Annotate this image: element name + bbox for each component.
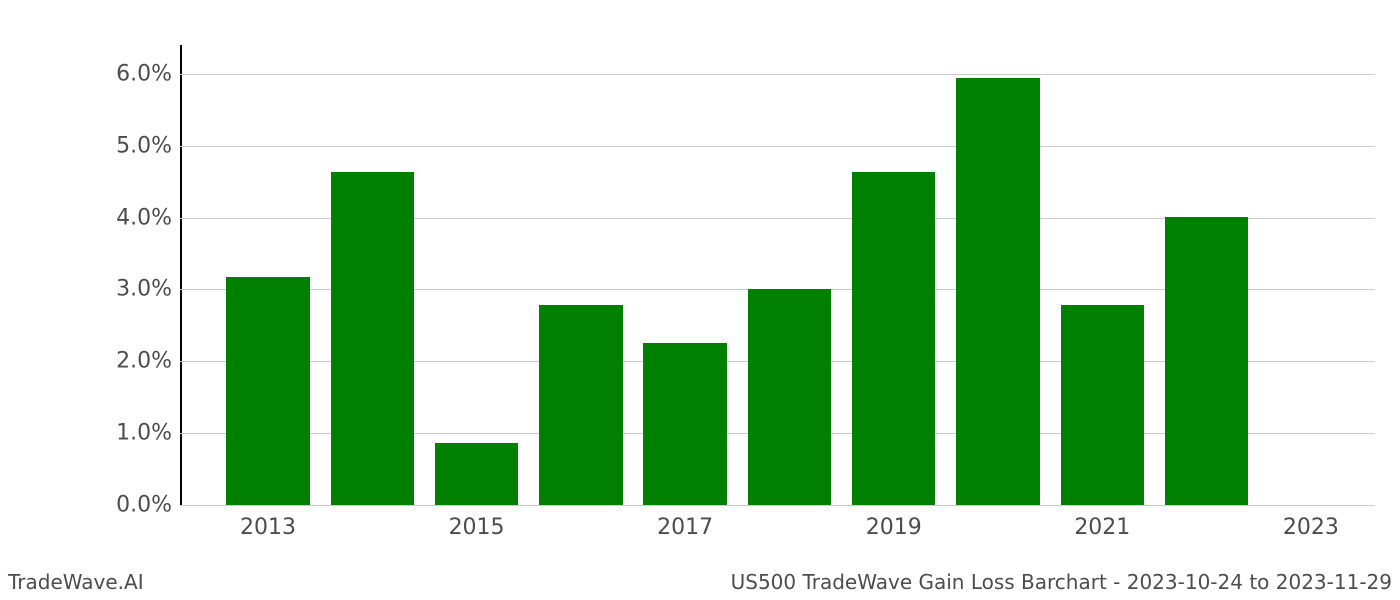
plot-area: 0.0%1.0%2.0%3.0%4.0%5.0%6.0%201320152017… (180, 45, 1375, 505)
gridline (180, 74, 1375, 75)
footer-left-label: TradeWave.AI (8, 570, 144, 594)
x-tick-label: 2021 (1074, 515, 1130, 540)
y-axis-line (180, 45, 182, 505)
bar (1061, 305, 1144, 505)
x-tick-label: 2017 (657, 515, 713, 540)
gridline (180, 505, 1375, 506)
y-tick-label: 0.0% (10, 493, 172, 518)
chart-canvas: 0.0% 1.0% 2.0% 3.0% 4.0% 5.0% 6.0% 2013 2015 2017… (0, 0, 1400, 600)
y-tick-label: 6.0% (10, 61, 172, 86)
y-tick-label: 2.0% (10, 349, 172, 374)
bar (643, 343, 726, 505)
y-tick-label: 1.0% (10, 421, 172, 446)
y-tick-label: 4.0% (10, 205, 172, 230)
x-tick-label: 2013 (240, 515, 296, 540)
bar (852, 172, 935, 506)
y-tick-label: 5.0% (10, 133, 172, 158)
y-tick-label: 3.0% (10, 277, 172, 302)
bar (1165, 217, 1248, 505)
footer-right-label: US500 TradeWave Gain Loss Barchart - 202… (731, 570, 1392, 594)
bar (435, 443, 518, 505)
bar (748, 289, 831, 505)
x-tick-label: 2023 (1283, 515, 1339, 540)
gridline (180, 146, 1375, 147)
x-tick-label: 2019 (866, 515, 922, 540)
bar (331, 172, 414, 506)
bar (956, 78, 1039, 505)
bar (226, 277, 309, 505)
x-tick-label: 2015 (449, 515, 505, 540)
bar (539, 305, 622, 505)
